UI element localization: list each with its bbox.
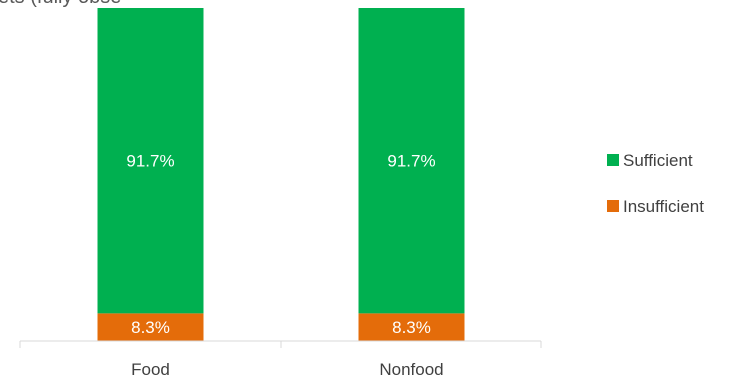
legend-swatch-insufficient [607,200,619,212]
legend: Sufficient Insufficient [607,151,704,216]
data-label-sufficient-nonfood: 91.7% [387,152,435,171]
chart-title: ets (fully obse [0,0,121,8]
bar-sufficient-nonfood [358,8,465,314]
bar-insufficient-nonfood [358,313,465,341]
data-label-insufficient-food: 8.3% [131,318,170,337]
legend-label-insufficient: Insufficient [623,197,704,216]
legend-swatch-sufficient [607,154,619,166]
bar-sufficient-food [97,8,204,314]
x-tick-label-food: Food [131,360,170,379]
data-label-sufficient-food: 91.7% [126,152,174,171]
data-label-insufficient-nonfood: 8.3% [392,318,431,337]
plot-area: 8.3% 91.7% 8.3% 91.7% [97,8,465,341]
legend-label-sufficient: Sufficient [623,151,693,170]
x-tick-labels: Food Nonfood [131,360,444,379]
bar-insufficient-food [97,313,204,341]
x-tick-label-nonfood: Nonfood [379,360,443,379]
